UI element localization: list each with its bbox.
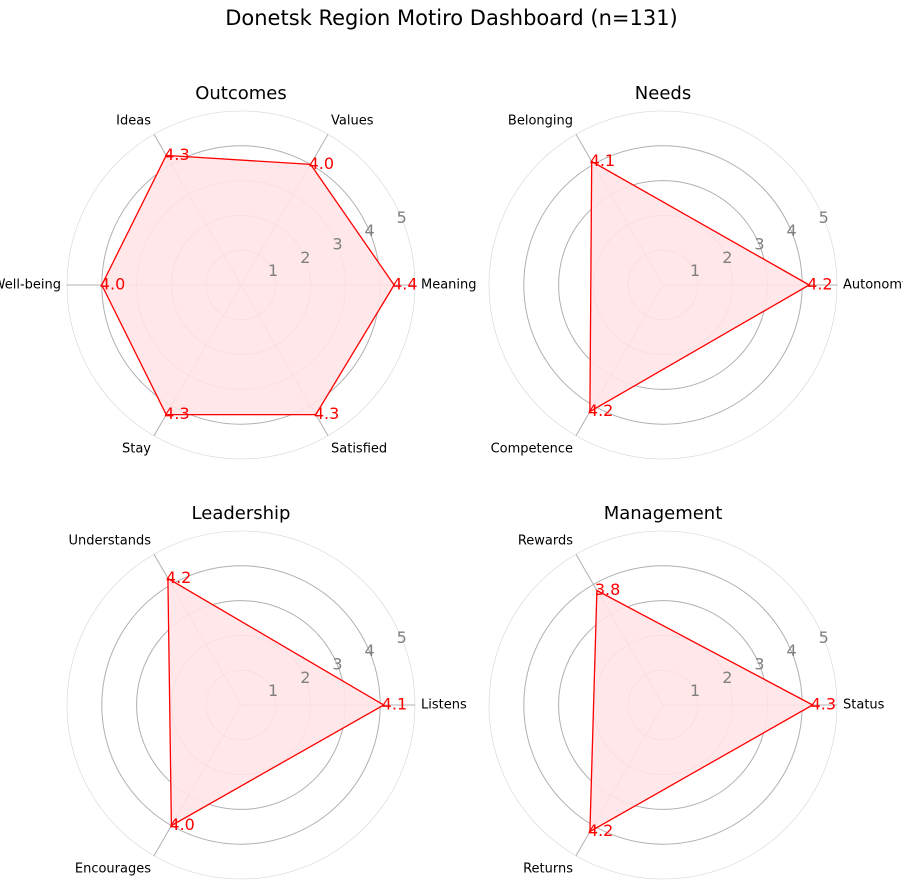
ring-label-5: 5 (397, 208, 407, 227)
ring-label-3: 3 (754, 655, 764, 674)
category-label-values: Values (331, 114, 374, 129)
ring-label-1: 1 (268, 681, 278, 700)
series-area (589, 589, 814, 833)
panel-title-needs: Needs (635, 83, 691, 104)
category-label-belonging: Belonging (508, 114, 573, 129)
ring-label-1: 1 (690, 681, 700, 700)
category-label-rewards: Rewards (518, 534, 573, 549)
ring-label-2: 2 (722, 668, 732, 687)
value-label-autonomy: 4.2 (807, 275, 832, 294)
ring-label-4: 4 (365, 221, 375, 240)
ring-label-3: 3 (754, 235, 764, 254)
category-label-listens: Listens (421, 698, 467, 713)
value-label-encourages: 4.0 (169, 815, 194, 834)
radar-leadership: 1 2 3 4 5 Listens Understands Encourages 4.1 4.2 4… (66, 503, 467, 880)
category-label-returns: Returns (523, 861, 573, 876)
value-label-values: 4.0 (309, 154, 334, 173)
radar-management: 1 2 3 4 5 Status Rewards Returns 4.3 3.8 4.2 Manage… (488, 503, 885, 880)
category-label-satisfied: Satisfied (331, 441, 387, 456)
value-label-status: 4.3 (811, 695, 836, 714)
category-label-autonomy: Autonomy (843, 278, 903, 293)
ring-label-5: 5 (819, 628, 829, 647)
ring-label-3: 3 (332, 235, 342, 254)
value-label-stay: 4.3 (164, 404, 189, 423)
category-label-competence: Competence (491, 441, 573, 456)
radar-needs: 1 2 3 4 5 Autonomy Belonging Competence 4.2 4.1 4.… (488, 83, 903, 460)
category-label-meaning: Meaning (421, 278, 477, 293)
value-label-listens: 4.1 (382, 695, 407, 714)
value-label-competence: 4.2 (588, 401, 613, 420)
category-label-well-being: Well-being (0, 278, 61, 293)
category-label-stay: Stay (122, 441, 151, 456)
series-area (589, 160, 811, 413)
panel-title-leadership: Leadership (192, 503, 291, 524)
ring-label-3: 3 (332, 655, 342, 674)
category-label-ideas: Ideas (116, 114, 151, 129)
panel-title-outcomes: Outcomes (195, 83, 287, 104)
category-label-encourages: Encourages (75, 861, 151, 876)
value-label-returns: 4.2 (588, 821, 613, 840)
value-label-meaning: 4.4 (392, 275, 417, 294)
ring-label-4: 4 (365, 641, 375, 660)
value-label-rewards: 3.8 (595, 580, 620, 599)
series-area (101, 154, 395, 416)
ring-label-1: 1 (268, 261, 278, 280)
category-label-understands: Understands (69, 534, 152, 549)
radar-outcomes: 1 2 3 4 5 Meaning Values Ideas Well-being Stay Sat… (0, 83, 477, 460)
ring-label-5: 5 (397, 628, 407, 647)
category-label-status: Status (843, 698, 885, 713)
series-area (167, 577, 386, 827)
ring-label-2: 2 (300, 248, 310, 267)
dashboard-title: Donetsk Region Motiro Dashboard (n=131) (225, 6, 678, 30)
panel-title-management: Management (604, 503, 723, 524)
value-label-ideas: 4.3 (164, 145, 189, 164)
value-label-well-being: 4.0 (100, 275, 125, 294)
ring-label-2: 2 (300, 668, 310, 687)
ring-label-4: 4 (787, 221, 797, 240)
ring-label-4: 4 (787, 641, 797, 660)
ring-label-5: 5 (819, 208, 829, 227)
ring-label-1: 1 (690, 261, 700, 280)
value-label-belonging: 4.1 (590, 151, 615, 170)
value-label-satisfied: 4.3 (314, 404, 339, 423)
value-label-understands: 4.2 (166, 568, 191, 587)
ring-label-2: 2 (722, 248, 732, 267)
